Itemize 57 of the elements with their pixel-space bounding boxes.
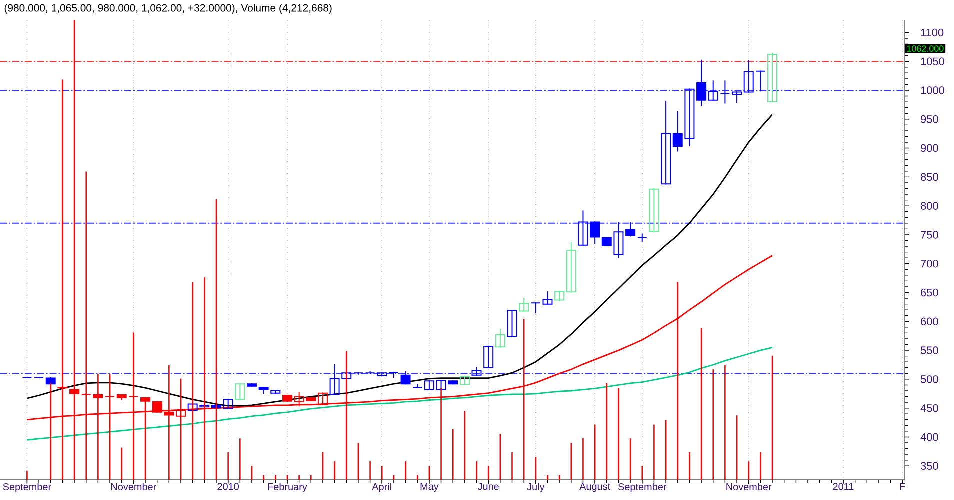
y-tick-label: 900	[921, 144, 938, 152]
candlestick	[542, 291, 553, 306]
candlestick	[720, 80, 730, 104]
x-tick-label: 2011	[833, 483, 854, 490]
candlestick	[744, 60, 754, 94]
chart-title: (980.000, 1,065.00, 980.000, 1,062.00, +32.0000), Volume (4,212,668)	[4, 4, 332, 14]
x-tick-label: February	[268, 483, 308, 492]
candlestick	[626, 222, 636, 238]
candlestick	[590, 221, 600, 245]
y-tick-label: 650	[921, 288, 938, 297]
candlestick	[578, 210, 588, 246]
candlestick	[756, 70, 766, 92]
x-tick-label: April	[372, 483, 392, 492]
candlestick	[223, 398, 234, 410]
y-tick-label: 500	[920, 376, 938, 384]
candlestick	[530, 302, 541, 314]
y-tick-label: 600	[921, 318, 938, 326]
x-tick-label: F	[900, 483, 906, 490]
x-tick-label: November	[112, 483, 156, 491]
candlestick	[507, 310, 518, 338]
x-tick-label: September	[618, 483, 667, 492]
y-tick-label: 1000	[921, 86, 944, 94]
y-tick-label: 1100	[921, 28, 944, 37]
candlestick	[708, 80, 718, 102]
y-tick-label: 800	[921, 202, 938, 210]
x-tick-label: May	[420, 483, 439, 492]
candlestick	[649, 188, 660, 234]
y-tick-label: 350	[920, 462, 938, 470]
x-tick-label: 2010	[218, 483, 240, 490]
candlestick	[495, 328, 506, 348]
y-tick-label: 450	[920, 404, 938, 412]
y-tick-label: 400	[920, 433, 938, 442]
x-tick-label: August	[580, 483, 610, 492]
candlestick	[696, 59, 707, 107]
annotation: 1062.000	[907, 46, 944, 52]
x-tick-label: July	[527, 483, 545, 492]
candlestick	[732, 91, 742, 104]
candlestick	[484, 345, 494, 369]
x-tick-label: June	[478, 483, 499, 490]
candlestick	[566, 242, 576, 294]
y-tick-label: 850	[921, 173, 938, 182]
candlestick	[424, 380, 434, 391]
y-tick-label: 950	[921, 116, 938, 124]
y-tick-label: 550	[920, 346, 938, 354]
candlestick	[460, 375, 470, 386]
candlestick	[400, 370, 411, 386]
y-tick-label: 750	[921, 231, 938, 239]
candlestick	[519, 297, 530, 312]
candlestick	[768, 52, 778, 103]
y-tick-label: 700	[921, 260, 938, 268]
candlestick	[661, 100, 672, 186]
candlestick	[235, 382, 246, 401]
x-tick-label: September	[3, 483, 52, 492]
candlestick	[554, 290, 565, 302]
y-tick-label: 1050	[921, 58, 944, 66]
x-tick-label: November	[726, 483, 772, 491]
candlestick	[318, 392, 328, 406]
